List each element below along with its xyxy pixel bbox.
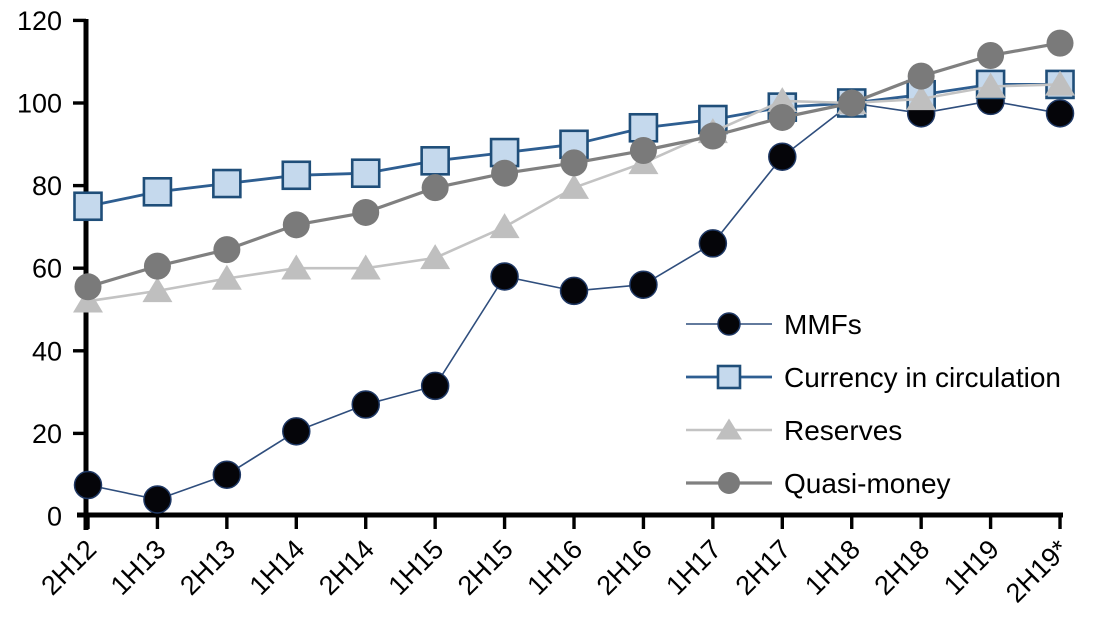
x-axis-tick-label: 1H17	[660, 534, 727, 601]
legend-marker-triangle-icon	[716, 418, 742, 440]
legend-item: Currency in circulation	[686, 362, 1061, 393]
data-point-marker	[73, 470, 103, 500]
data-point-marker	[1045, 99, 1075, 128]
data-point-marker	[420, 146, 450, 176]
x-axis-tick-label: 2H13	[174, 534, 241, 601]
y-axis-tick-label: 80	[32, 171, 62, 201]
x-axis-tick-label: 1H16	[521, 534, 588, 601]
data-point-marker	[489, 213, 520, 239]
data-point-marker	[143, 252, 171, 280]
data-point-marker	[351, 390, 380, 419]
x-axis-tick-label: 2H15	[452, 534, 519, 601]
legend-label: Reserves	[784, 415, 902, 446]
data-point-marker	[420, 371, 450, 401]
data-point-marker	[560, 149, 588, 177]
legend-label: Quasi-money	[784, 468, 951, 499]
data-point-marker	[629, 136, 657, 164]
data-point-marker	[421, 174, 449, 202]
y-axis-tick-label: 100	[17, 89, 62, 119]
data-point-marker	[1046, 29, 1074, 57]
data-point-marker	[143, 485, 172, 514]
data-point-marker	[907, 62, 935, 90]
data-point-marker	[768, 142, 797, 171]
data-point-marker	[212, 460, 242, 489]
data-point-marker	[142, 176, 173, 207]
data-point-marker	[350, 254, 381, 280]
x-axis-tick-label: 1H15	[383, 534, 450, 601]
data-point-marker	[352, 198, 380, 226]
data-point-marker	[282, 211, 310, 239]
data-point-marker	[74, 273, 102, 301]
y-axis-tick-label: 20	[32, 419, 62, 449]
data-point-marker	[1045, 70, 1076, 96]
data-point-marker	[491, 159, 519, 187]
x-axis-tick-label: 2H18	[869, 534, 936, 601]
data-point-marker	[768, 103, 796, 131]
data-point-marker	[212, 168, 242, 199]
legend-item: MMFs	[686, 309, 862, 340]
data-point-marker	[281, 254, 312, 280]
x-axis-tick-label: 2H17	[730, 534, 797, 601]
data-point-marker	[629, 270, 658, 299]
x-axis-tick-label: 2H16	[591, 534, 658, 601]
x-axis-tick-label: 2H14	[313, 534, 380, 601]
data-point-marker	[699, 122, 727, 150]
x-axis-tick-label: 1H18	[799, 534, 866, 601]
data-point-marker	[73, 191, 103, 222]
y-axis-tick-label: 0	[47, 502, 62, 532]
x-axis-tick-label: 2H12	[35, 534, 102, 601]
y-axis-tick-label: 40	[32, 336, 62, 366]
legend-marker-square-icon	[716, 364, 742, 390]
data-point-marker	[213, 236, 241, 264]
data-point-marker	[490, 262, 519, 291]
legend-marker-circle-icon	[718, 472, 740, 494]
legend-label: MMFs	[784, 309, 862, 340]
data-point-marker	[975, 72, 1006, 98]
data-point-marker	[350, 158, 381, 189]
x-axis-tick-label: 1H14	[244, 534, 311, 601]
data-point-marker	[767, 87, 798, 113]
y-axis-tick-label: 60	[32, 254, 62, 284]
y-axis-tick-label: 120	[17, 6, 62, 36]
legend-label: Currency in circulation	[784, 362, 1061, 393]
data-point-marker	[559, 173, 590, 199]
data-point-marker	[838, 89, 866, 117]
series-reserves	[73, 70, 1076, 313]
data-point-marker	[977, 42, 1005, 70]
legend-marker-circle-icon	[717, 312, 741, 336]
data-point-marker	[142, 277, 173, 303]
data-point-marker	[559, 276, 589, 306]
x-axis-tick-label: 1H13	[105, 534, 172, 601]
data-point-marker	[281, 160, 312, 191]
data-point-marker	[420, 244, 451, 270]
series-quasi-money	[74, 29, 1074, 301]
legend: MMFs Currency in circulation Reserves Quasi…	[686, 309, 1061, 499]
data-point-marker	[698, 229, 728, 258]
x-axis-tick-label: 1H19	[938, 534, 1005, 601]
x-axis-tick-label: 2H19*	[1000, 534, 1075, 609]
data-point-marker	[282, 417, 311, 446]
data-point-marker	[211, 264, 242, 290]
data-point-marker	[906, 85, 937, 111]
legend-item: Reserves	[686, 415, 902, 446]
legend-item: Quasi-money	[686, 468, 951, 499]
data-point-marker	[628, 112, 659, 143]
